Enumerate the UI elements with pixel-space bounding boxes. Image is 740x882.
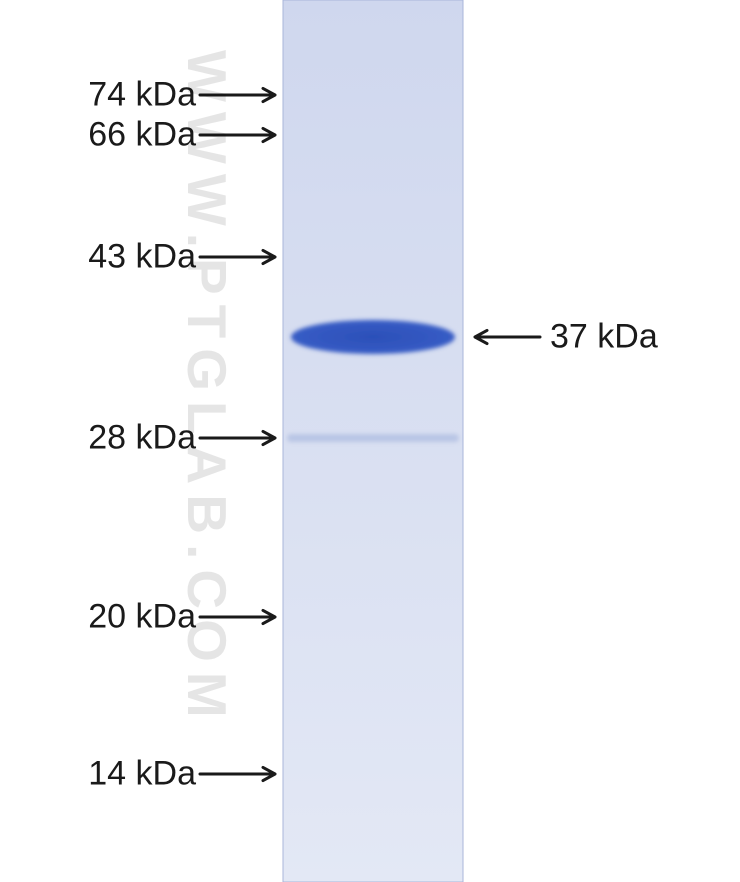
- ladder-marker-label: 28 kDa: [88, 419, 196, 458]
- ladder-marker-label: 74 kDa: [88, 76, 196, 115]
- sample-band-label: 37 kDa: [550, 318, 658, 357]
- ladder-marker-label: 43 kDa: [88, 238, 196, 277]
- ladder-marker-label: 66 kDa: [88, 116, 196, 155]
- ladder-marker-label: 20 kDa: [88, 598, 196, 637]
- faint-bands: [287, 434, 459, 442]
- ladder-marker-label: 14 kDa: [88, 755, 196, 794]
- gel-figure: 74 kDa66 kDa 43 kDa 28 kDa 20 kDa 14 kDa 37 …: [0, 0, 740, 882]
- sample-band: [291, 320, 455, 354]
